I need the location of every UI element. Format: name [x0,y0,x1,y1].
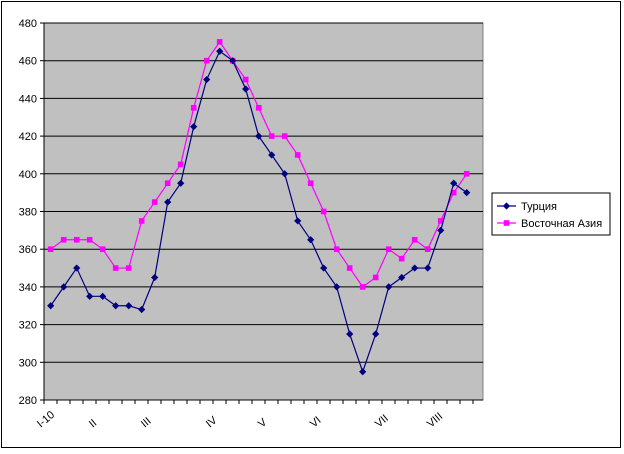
data-point [99,292,107,300]
legend-label: Турция [521,201,557,213]
data-point [411,264,419,272]
y-tick-label: 360 [19,244,37,256]
legend-marker [503,220,510,226]
gridlines [44,22,483,363]
data-point [281,170,289,178]
data-point [307,180,314,187]
legend: Турция Восточная Азия [491,192,611,236]
data-point [242,76,249,83]
data-point [346,265,353,271]
data-point [385,246,392,252]
data-point [73,264,81,272]
data-point [294,152,301,158]
y-tick-label: 340 [19,282,37,294]
data-point [60,236,67,243]
data-point [424,264,432,272]
legend-box [491,192,611,236]
x-tick-label: IV [204,414,220,430]
data-point [112,302,120,310]
data-point [385,283,393,291]
data-point [268,133,275,139]
data-point [216,47,224,55]
x-tick-label: VIII [425,410,445,430]
data-point [203,57,210,64]
data-point [437,218,444,224]
data-point [229,57,237,65]
data-point [125,265,132,271]
data-point [450,179,458,187]
data-point [463,189,471,197]
data-point [177,179,185,187]
y-tick-label: 460 [19,56,37,68]
y-tick-label: 320 [19,320,37,332]
data-point [242,85,250,93]
data-point [86,292,94,300]
data-point [47,246,54,252]
data-point [411,236,418,243]
legend-label: Восточная Азия [521,218,602,230]
data-point [437,226,445,234]
data-point [307,236,315,244]
data-point [73,236,80,243]
data-point [424,246,431,252]
data-point [112,265,119,271]
data-point [190,123,198,131]
data-point [125,302,133,310]
data-point [359,368,367,376]
data-point [255,105,262,111]
data-point [216,39,223,45]
data-point [190,105,197,111]
y-tick-label: 300 [19,357,37,369]
y-tick-label: 380 [19,207,37,219]
data-point [320,264,328,272]
y-tick-label: 440 [19,93,37,105]
data-point [372,274,379,281]
data-point [294,217,302,225]
data-point [138,305,146,314]
data-point [164,198,172,206]
data-point [450,189,457,196]
series-group [47,39,471,376]
data-point [47,302,55,310]
legend-marker [502,202,511,210]
data-point [359,284,366,290]
chart-frame: 280 300 320 340 360 380 400 420 440 460 480 I-10 II I… [1,1,621,448]
x-tick-label: II [87,417,99,430]
data-point [255,132,263,140]
x-tick-label: III [139,415,154,430]
y-tick-label: 400 [19,169,37,181]
data-point [164,180,171,187]
data-point [177,161,184,168]
data-point [346,330,354,338]
data-point [138,218,145,224]
x-tick-label: VI [308,414,324,430]
y-tick-label: 280 [19,395,37,407]
data-point [333,246,340,252]
data-point [281,133,288,139]
data-point [398,273,406,282]
data-point [99,246,106,252]
data-point [333,283,341,291]
data-point [60,283,68,291]
x-tick-label: VII [373,412,391,430]
data-point [372,330,380,338]
data-point [151,273,159,282]
data-point [463,171,470,177]
data-point [268,151,276,159]
y-tick-label: 480 [19,18,37,30]
x-tick-label: I-10 [35,409,57,430]
data-point [320,208,327,215]
data-point [151,199,158,205]
data-point [86,236,93,243]
y-tick-label: 420 [19,131,37,143]
data-point [398,255,405,262]
x-tick-label: V [256,416,270,430]
data-point [203,75,211,84]
